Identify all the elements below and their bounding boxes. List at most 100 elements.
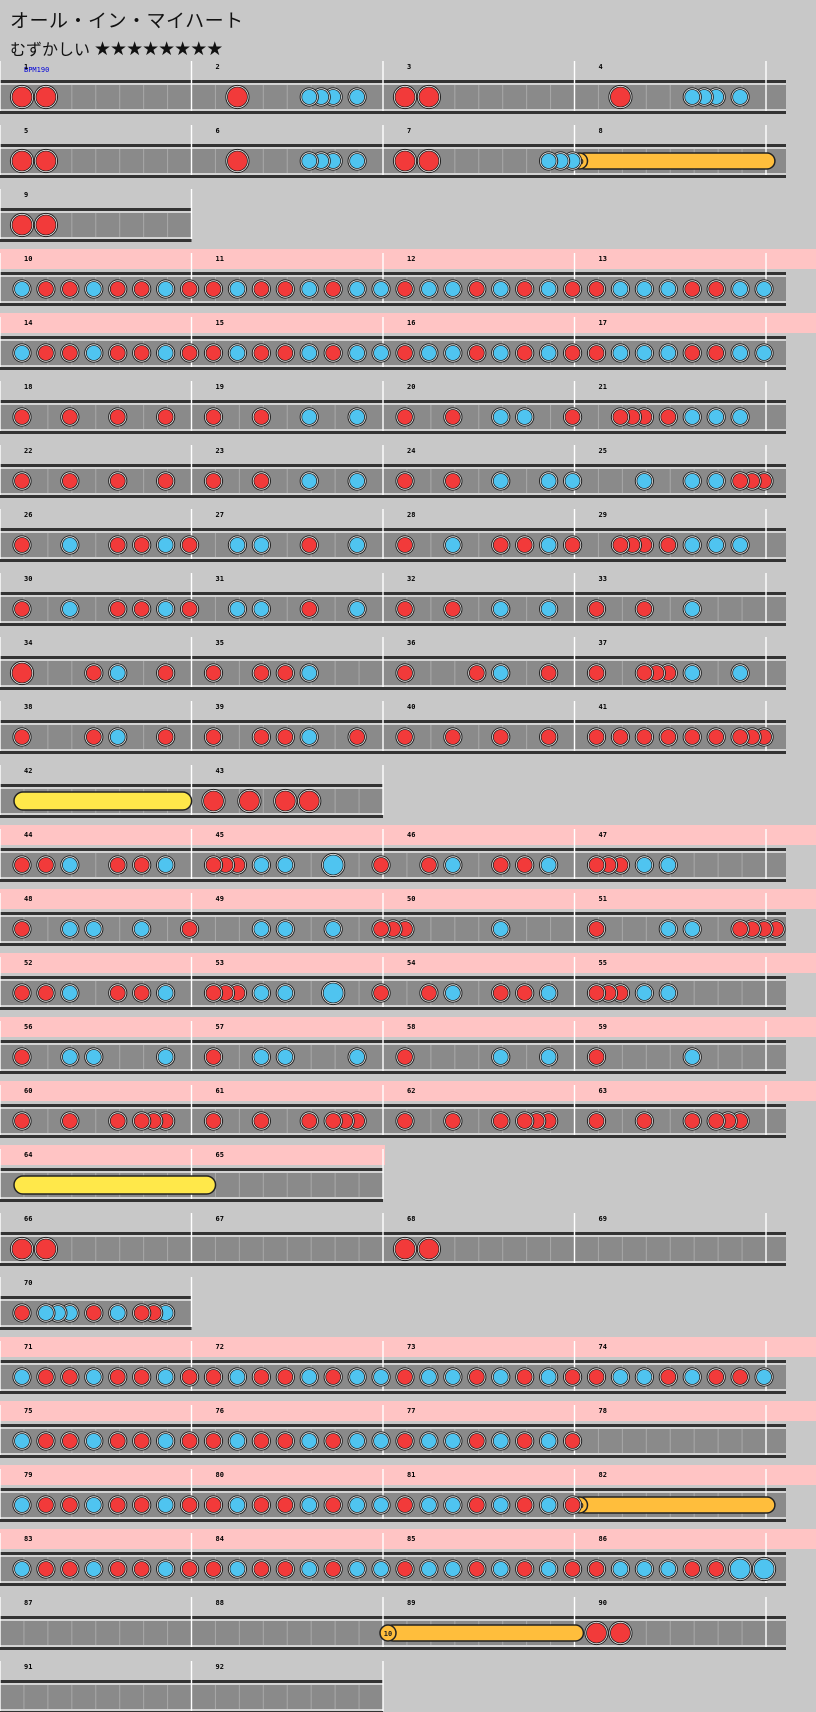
- don-note: [732, 1369, 749, 1385]
- measure-number: 18: [24, 383, 33, 391]
- measure-number: 59: [598, 1023, 607, 1031]
- ka-note: [157, 1049, 174, 1065]
- don-note: [253, 1561, 270, 1577]
- don-note: [588, 1049, 605, 1065]
- measure-number: 52: [24, 959, 33, 967]
- measure-number: 56: [24, 1023, 33, 1031]
- don-note: [444, 1113, 461, 1129]
- don-note: [468, 1433, 485, 1449]
- don-note: [205, 1049, 222, 1065]
- big-don-note: [35, 1238, 57, 1260]
- ka-note: [373, 281, 389, 297]
- ka-note: [660, 345, 677, 361]
- don-note: [38, 1497, 54, 1513]
- don-note: [277, 1561, 294, 1577]
- don-note: [61, 1497, 78, 1513]
- ka-note: [157, 857, 174, 873]
- don-note: [14, 921, 30, 937]
- ka-note: [421, 1433, 437, 1449]
- ka-note: [38, 1305, 54, 1321]
- measure-number: 44: [24, 831, 33, 839]
- don-note: [109, 409, 126, 425]
- don-note: [564, 1497, 581, 1513]
- lane: [0, 1427, 786, 1455]
- ka-note: [14, 1561, 30, 1577]
- don-note: [181, 537, 198, 553]
- don-note: [588, 729, 605, 745]
- measure-number: 81: [407, 1471, 416, 1479]
- don-note: [85, 1305, 102, 1321]
- don-note: [38, 1561, 54, 1577]
- lane: [0, 403, 786, 431]
- ka-note: [756, 345, 772, 361]
- don-note: [181, 345, 198, 361]
- ka-note: [157, 985, 174, 1001]
- ka-note: [85, 1497, 102, 1513]
- measure-number: 68: [407, 1215, 416, 1223]
- ka-note: [61, 601, 78, 617]
- don-note: [684, 281, 701, 297]
- don-note: [133, 1497, 150, 1513]
- ka-note: [732, 89, 749, 105]
- big-don-note: [35, 214, 57, 236]
- don-note: [205, 1113, 222, 1129]
- ka-note: [756, 281, 772, 297]
- don-note: [253, 1433, 270, 1449]
- don-note: [253, 665, 270, 681]
- don-note: [492, 1113, 509, 1129]
- don-note: [516, 1113, 533, 1129]
- measure-number: 75: [24, 1407, 33, 1415]
- measure-number: 40: [407, 703, 416, 711]
- don-note: [133, 601, 150, 617]
- don-note: [109, 281, 126, 297]
- don-note: [397, 1497, 413, 1513]
- don-note: [397, 1049, 413, 1065]
- don-note: [14, 1305, 30, 1321]
- measure-number: 42: [24, 767, 33, 775]
- ka-note: [253, 1049, 270, 1065]
- measure-number: 62: [407, 1087, 416, 1095]
- ka-note: [277, 921, 294, 937]
- don-note: [157, 729, 174, 745]
- don-note: [253, 729, 270, 745]
- don-note: [588, 1561, 605, 1577]
- ka-note: [421, 281, 437, 297]
- ka-note: [14, 1369, 30, 1385]
- gogo-band: [0, 249, 816, 269]
- don-note: [397, 1561, 413, 1577]
- ka-note: [684, 1369, 701, 1385]
- don-note: [181, 1561, 198, 1577]
- don-note: [14, 409, 30, 425]
- don-note: [564, 1369, 581, 1385]
- don-note: [61, 281, 78, 297]
- ka-note: [540, 601, 557, 617]
- measure-number: 51: [598, 895, 607, 903]
- ka-note: [421, 345, 437, 361]
- measure-number: 24: [407, 447, 416, 455]
- don-note: [421, 857, 437, 873]
- don-note: [301, 601, 318, 617]
- ka-note: [85, 345, 102, 361]
- ka-note: [301, 281, 318, 297]
- ka-note: [684, 601, 701, 617]
- don-note: [564, 1561, 581, 1577]
- don-note: [492, 729, 509, 745]
- ka-note: [636, 473, 653, 489]
- measure-number: 27: [215, 511, 224, 519]
- don-note: [109, 1433, 126, 1449]
- don-note: [373, 857, 389, 873]
- don-note: [133, 857, 150, 873]
- ka-note: [301, 665, 318, 681]
- difficulty-line: むずかしい ★★★★★★★★: [10, 36, 223, 60]
- measure-number: 92: [215, 1663, 224, 1671]
- ka-note: [732, 665, 749, 681]
- ka-note: [301, 1561, 318, 1577]
- big-don-note: [227, 86, 248, 108]
- ka-note: [14, 1497, 30, 1513]
- don-note: [109, 1497, 126, 1513]
- don-note: [14, 537, 30, 553]
- balloon-head: [379, 1624, 397, 1642]
- don-note: [277, 1433, 294, 1449]
- don-note: [109, 985, 126, 1001]
- ka-note: [109, 729, 126, 745]
